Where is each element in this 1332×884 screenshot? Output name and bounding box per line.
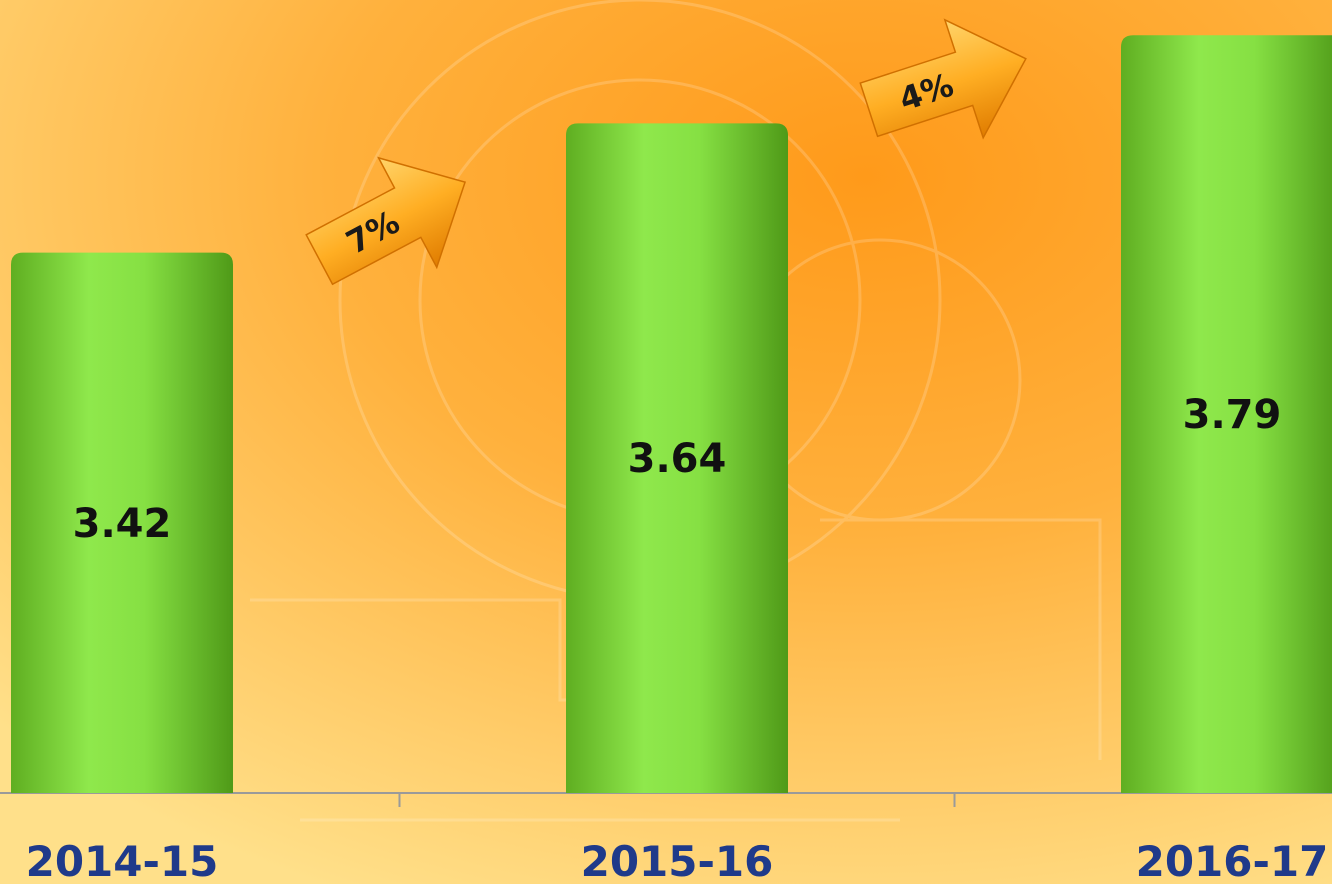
x-tick-label: 2015-16 [581,837,774,884]
x-tick-label: 2014-15 [26,837,219,884]
value-label: 3.42 [73,501,172,547]
value-label: 3.64 [628,436,727,482]
value-label: 3.79 [1183,392,1282,438]
chart: 3.422014-153.642015-163.792016-177%4% [0,0,1332,884]
x-tick-label: 2016-17 [1136,837,1329,884]
